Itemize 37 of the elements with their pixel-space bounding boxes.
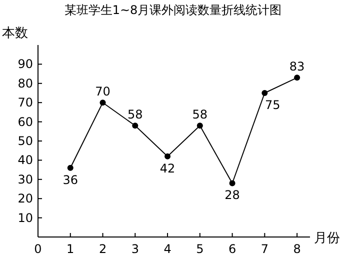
point	[196, 122, 203, 129]
point	[229, 180, 236, 186]
y-tick-label: 90	[18, 57, 33, 72]
x-tick-label: 3	[131, 242, 139, 256]
point	[262, 90, 268, 96]
point	[132, 122, 138, 129]
x-tick-label: 7	[260, 242, 268, 256]
data-label: 83	[289, 60, 305, 74]
y-tick-label: 20	[18, 192, 33, 206]
x-tick-label: 6	[228, 242, 236, 256]
chart-title: 某班学生1~8月课外阅读数量折线统计图	[64, 3, 282, 17]
y-tick-label: 50	[18, 134, 33, 148]
data-label: 36	[62, 172, 78, 187]
x-tick-label: 1	[66, 242, 74, 256]
point	[100, 100, 106, 106]
data-label: 28	[224, 188, 240, 202]
x-tick-label: 0	[34, 242, 42, 256]
x-tick-label: 8	[293, 242, 301, 256]
data-label: 70	[95, 84, 110, 99]
data-label: 75	[265, 98, 280, 112]
point	[164, 153, 171, 160]
data-label: 42	[160, 161, 176, 176]
y-axis-title: 本数	[2, 26, 28, 41]
data-label: 58	[128, 108, 143, 122]
point	[67, 164, 74, 171]
x-axis-title: 月份	[314, 231, 340, 246]
y-tick-label: 60	[18, 114, 33, 129]
y-tick-label: 80	[18, 76, 33, 90]
x-tick-label: 4	[164, 242, 172, 256]
y-tick-label: 40	[18, 153, 33, 168]
x-tick-label: 5	[196, 242, 204, 256]
y-tick-label: 10	[18, 210, 33, 225]
data-label: 58	[192, 108, 208, 122]
y-tick-label: 30	[18, 172, 33, 186]
point	[294, 74, 300, 81]
y-tick-label: 70	[18, 96, 33, 110]
x-tick-label: 2	[98, 242, 107, 256]
